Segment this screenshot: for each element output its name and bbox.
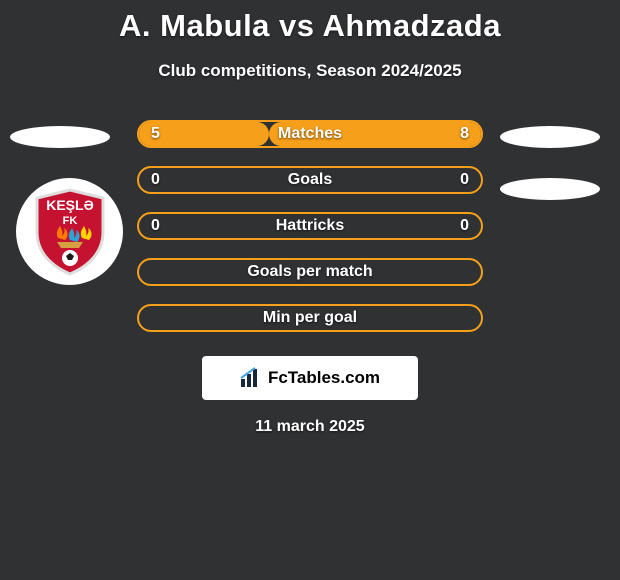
stat-value-right: 0: [460, 217, 469, 235]
page-subtitle: Club competitions, Season 2024/2025: [0, 61, 620, 81]
stat-value-left: 5: [151, 125, 160, 143]
watermark-text: FcTables.com: [268, 368, 380, 388]
stat-row: Min per goal: [137, 304, 483, 332]
stat-value-right: 0: [460, 171, 469, 189]
generation-date: 11 march 2025: [0, 418, 620, 436]
stat-row: 0 0 Hattricks: [137, 212, 483, 240]
bars-icon: [240, 367, 262, 389]
stat-value-left: 0: [151, 171, 160, 189]
stat-label: Goals: [288, 171, 332, 189]
ellipse-top-left: [10, 126, 110, 148]
club-label-bottom: FK: [62, 215, 77, 227]
stat-value-right: 8: [460, 125, 469, 143]
ellipse-top-right: [500, 126, 600, 148]
page-title: A. Mabula vs Ahmadzada: [0, 0, 620, 44]
club-shield-icon: KEŞLƏ FK: [31, 188, 109, 276]
watermark: FcTables.com: [202, 356, 418, 400]
stat-label: Matches: [278, 125, 342, 143]
club-badge: KEŞLƏ FK: [16, 178, 123, 285]
club-label-top: KEŞLƏ: [46, 197, 94, 213]
stat-label: Goals per match: [247, 263, 372, 281]
stat-label: Min per goal: [263, 309, 357, 327]
stat-row: Goals per match: [137, 258, 483, 286]
stats-rows: 5 8 Matches 0 0 Goals 0 0 Hattricks Goals per mat…: [137, 120, 483, 332]
stat-row: 0 0 Goals: [137, 166, 483, 194]
stat-value-left: 0: [151, 217, 160, 235]
cup-icon: [57, 242, 83, 248]
stat-label: Hattricks: [276, 217, 344, 235]
stat-row: 5 8 Matches: [137, 120, 483, 148]
ellipse-mid-right: [500, 178, 600, 200]
